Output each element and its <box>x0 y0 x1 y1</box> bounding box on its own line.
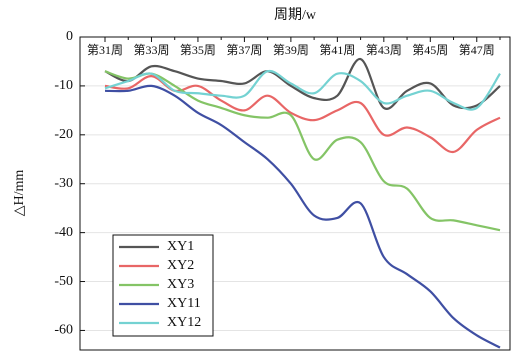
series-line <box>104 70 501 232</box>
legend-label: XY11 <box>167 296 201 311</box>
legend-label: XY2 <box>167 258 194 273</box>
y-tick-label: -10 <box>54 78 73 93</box>
x-tick-label: 第45周 <box>412 43 448 57</box>
series-line <box>104 84 501 349</box>
legend-label: XY12 <box>167 315 201 330</box>
x-tick-label: 第31周 <box>87 43 123 57</box>
x-tick-label: 第33周 <box>133 43 169 57</box>
x-tick-label: 第41周 <box>319 43 355 57</box>
x-tick-label: 第35周 <box>180 43 216 57</box>
y-tick-label: -50 <box>54 274 73 289</box>
chart-title: 周期/w <box>274 7 317 23</box>
x-tick-label: 第37周 <box>226 43 262 57</box>
legend-label: XY3 <box>167 277 194 292</box>
y-tick-label: 0 <box>66 29 73 44</box>
y-tick-label: -20 <box>54 127 73 142</box>
x-tick-label: 第39周 <box>273 43 309 57</box>
y-tick-label: -60 <box>54 323 73 338</box>
y-axis-label: △H/mm <box>12 170 27 217</box>
series-line <box>104 57 501 110</box>
legend-label: XY1 <box>167 239 194 254</box>
x-tick-label: 第43周 <box>366 43 402 57</box>
y-tick-label: -40 <box>54 225 73 240</box>
plot-frame <box>79 36 511 351</box>
y-tick-label: -30 <box>54 176 73 191</box>
series-line <box>104 69 501 111</box>
x-tick-label: 第47周 <box>459 43 495 57</box>
